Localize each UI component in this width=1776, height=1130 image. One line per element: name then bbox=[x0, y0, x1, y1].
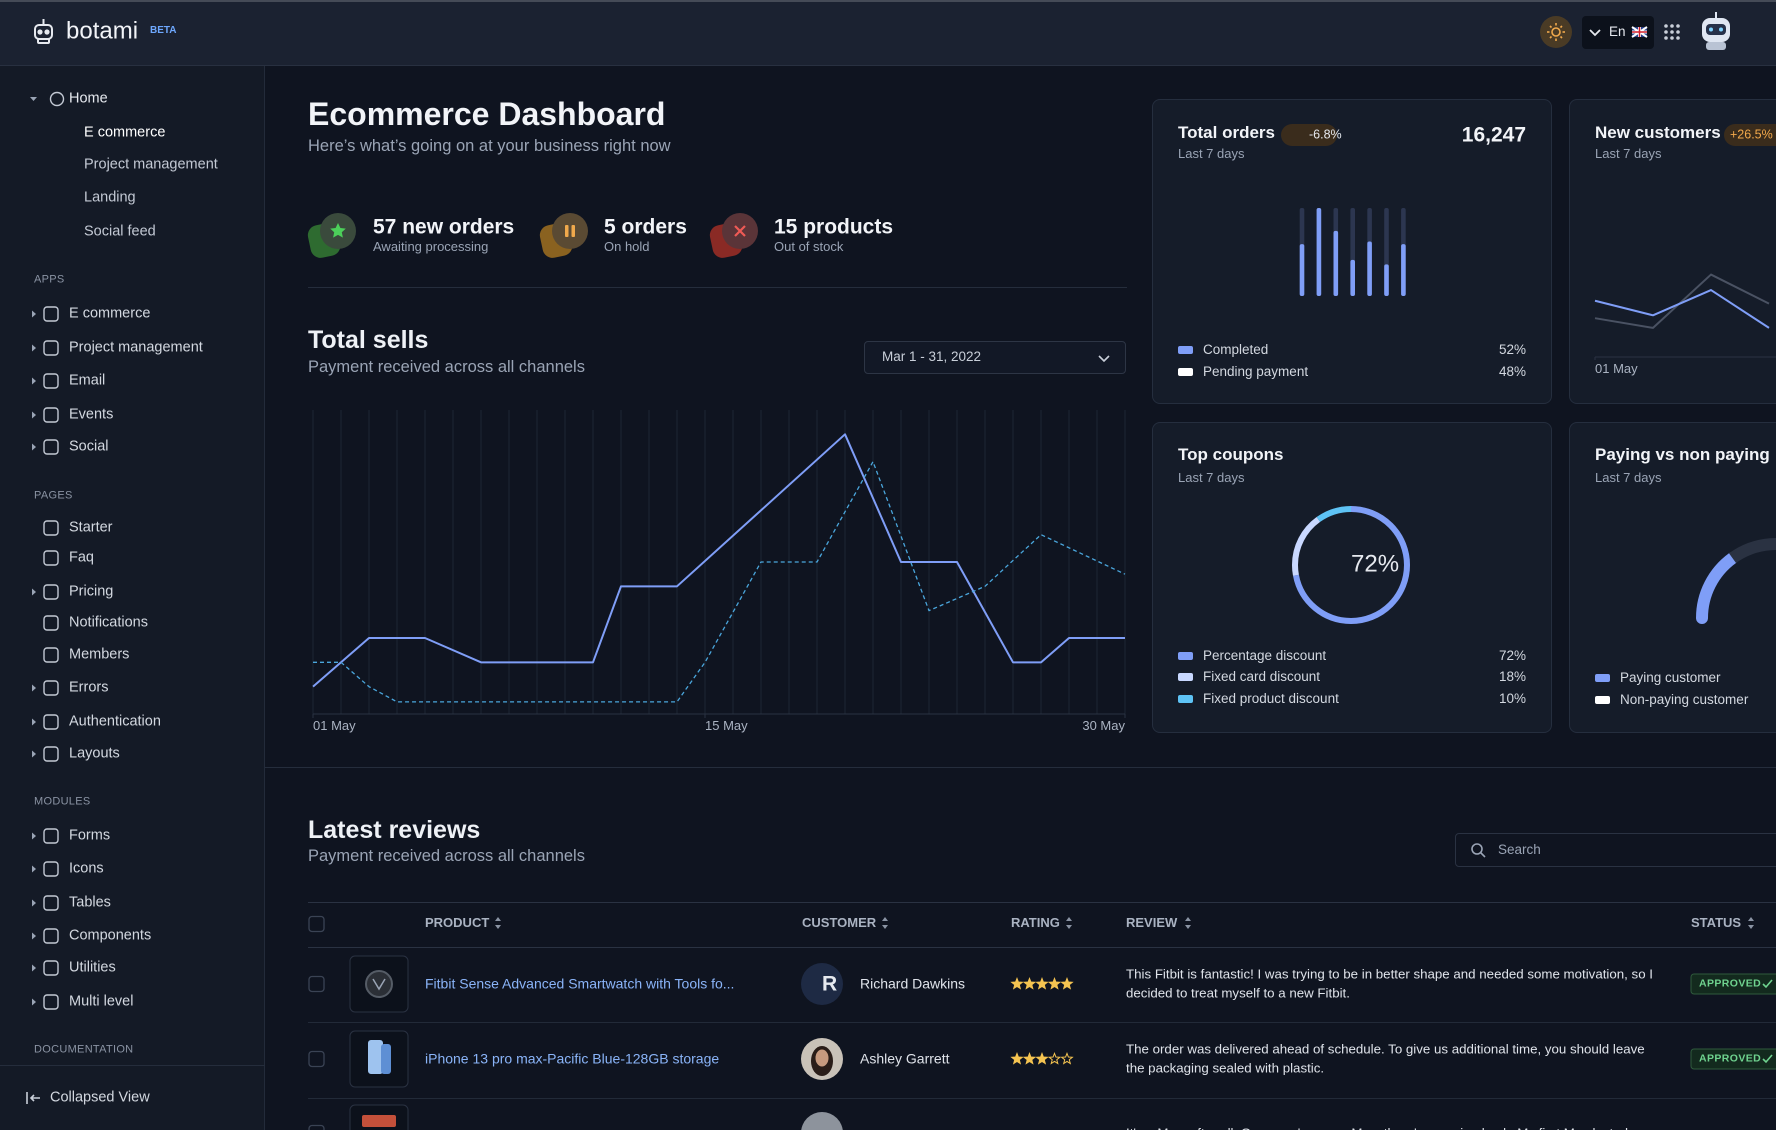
legend-label: Fixed product discount bbox=[1203, 691, 1339, 707]
nav-item[interactable]: Social bbox=[69, 438, 109, 455]
status-label: APPROVED bbox=[1699, 978, 1761, 991]
nav-section-title: DOCUMENTATION bbox=[34, 1043, 133, 1056]
card-title: Paying vs non paying bbox=[1595, 445, 1770, 465]
card-title: Top coupons bbox=[1178, 445, 1283, 465]
change-badge: -6.8% bbox=[1309, 128, 1342, 143]
stat-title: 15 products bbox=[774, 214, 893, 239]
card-title: New customers bbox=[1595, 123, 1721, 143]
legend-value: 18% bbox=[1499, 669, 1526, 685]
review-text: It's a Mac, after all. Once you've gone … bbox=[1126, 1123, 1666, 1130]
nav-item[interactable]: Notifications bbox=[69, 614, 148, 631]
legend-label: Fixed card discount bbox=[1203, 669, 1320, 685]
nav-item[interactable]: Members bbox=[69, 646, 129, 663]
legend-label: Pending payment bbox=[1203, 364, 1308, 380]
nav-item[interactable]: Email bbox=[69, 372, 105, 389]
chart-title: Total sells bbox=[308, 325, 428, 355]
card-title: Total orders bbox=[1178, 123, 1275, 143]
nav-item[interactable]: Forms bbox=[69, 827, 110, 844]
card-total: 16,247 bbox=[1462, 122, 1526, 147]
nav-section-title: MODULES bbox=[34, 795, 91, 808]
nav-subitem[interactable]: E commerce bbox=[84, 124, 165, 141]
nav-item[interactable]: Events bbox=[69, 406, 113, 423]
card-subtitle: Last 7 days bbox=[1595, 146, 1662, 162]
search-input[interactable]: Search bbox=[1498, 842, 1541, 858]
legend-label: Paying customer bbox=[1620, 670, 1721, 686]
nav-item[interactable]: Components bbox=[69, 927, 151, 944]
customer-name: Ashley Garrett bbox=[860, 1051, 949, 1068]
legend-value: 52% bbox=[1499, 342, 1526, 358]
nav-item[interactable]: Icons bbox=[69, 860, 104, 877]
section-subtitle: Payment received across all channels bbox=[308, 847, 585, 867]
language-label[interactable]: En bbox=[1609, 24, 1626, 40]
nav-item[interactable]: Errors bbox=[69, 679, 108, 696]
column-header[interactable]: PRODUCT bbox=[425, 915, 489, 931]
card-subtitle: Last 7 days bbox=[1595, 470, 1662, 486]
page-title: Ecommerce Dashboard bbox=[308, 95, 665, 133]
nav-item[interactable]: Multi level bbox=[69, 993, 133, 1010]
legend-value: 10% bbox=[1499, 691, 1526, 707]
stat-title: 5 orders bbox=[604, 214, 687, 239]
stat-subtitle: Out of stock bbox=[774, 239, 843, 255]
date-filter-label[interactable]: Mar 1 - 31, 2022 bbox=[882, 349, 981, 365]
legend-label: Non-paying customer bbox=[1620, 692, 1748, 708]
column-header[interactable]: STATUS bbox=[1691, 915, 1741, 931]
stat-subtitle: Awaiting processing bbox=[373, 239, 488, 255]
nav-item[interactable]: Tables bbox=[69, 894, 111, 911]
card-subtitle: Last 7 days bbox=[1178, 470, 1245, 486]
nav-subitem[interactable]: Project management bbox=[84, 156, 218, 173]
column-header[interactable]: CUSTOMER bbox=[802, 915, 876, 931]
page-subtitle: Here’s what’s going on at your business … bbox=[308, 137, 671, 157]
stat-subtitle: On hold bbox=[604, 239, 650, 255]
status-label: APPROVED bbox=[1699, 1053, 1761, 1066]
customer-name: Richard Dawkins bbox=[860, 976, 965, 993]
legend-value: 72% bbox=[1499, 648, 1526, 664]
nav-subitem[interactable]: Social feed bbox=[84, 223, 156, 240]
nav-section-title: PAGES bbox=[34, 489, 73, 502]
legend-label: Percentage discount bbox=[1203, 648, 1326, 664]
avatar-initial: R bbox=[822, 971, 837, 996]
nav-item[interactable]: Starter bbox=[69, 519, 113, 536]
beta-badge: BETA bbox=[150, 25, 176, 37]
product-link[interactable]: Fitbit Sense Advanced Smartwatch with To… bbox=[425, 976, 734, 993]
product-link[interactable]: iPhone 13 pro max-Pacific Blue-128GB sto… bbox=[425, 1051, 719, 1068]
x-tick-label: 01 May bbox=[1595, 361, 1638, 377]
stat-title: 57 new orders bbox=[373, 214, 514, 239]
legend-value: 48% bbox=[1499, 364, 1526, 380]
nav-subitem[interactable]: Landing bbox=[84, 189, 136, 206]
legend-label: Completed bbox=[1203, 342, 1268, 358]
change-badge: +26.5% bbox=[1730, 128, 1773, 143]
donut-center-label: 72% bbox=[1351, 551, 1399, 580]
nav-item[interactable]: Utilities bbox=[69, 959, 116, 976]
chart-subtitle: Payment received across all channels bbox=[308, 358, 585, 378]
section-title: Latest reviews bbox=[308, 815, 480, 845]
nav-item[interactable]: Home bbox=[69, 90, 108, 107]
nav-item[interactable]: Authentication bbox=[69, 713, 161, 730]
nav-item[interactable]: E commerce bbox=[69, 305, 150, 322]
column-header[interactable]: REVIEW bbox=[1126, 915, 1177, 931]
nav-item[interactable]: Project management bbox=[69, 339, 203, 356]
nav-item[interactable]: Faq bbox=[69, 549, 94, 566]
nav-item[interactable]: Layouts bbox=[69, 745, 120, 762]
review-text: This Fitbit is fantastic! I was trying t… bbox=[1126, 965, 1666, 1004]
collapse-toggle[interactable]: Collapsed View bbox=[50, 1089, 150, 1106]
column-header[interactable]: RATING bbox=[1011, 915, 1060, 931]
x-tick-label: 30 May bbox=[1082, 718, 1125, 734]
nav-section-title: APPS bbox=[34, 273, 65, 286]
card-subtitle: Last 7 days bbox=[1178, 146, 1245, 162]
x-tick-label: 01 May bbox=[313, 718, 356, 734]
nav-item[interactable]: Pricing bbox=[69, 583, 113, 600]
brand[interactable]: botami bbox=[66, 18, 138, 47]
x-tick-label: 15 May bbox=[705, 718, 748, 734]
review-text: The order was delivered ahead of schedul… bbox=[1126, 1040, 1666, 1079]
